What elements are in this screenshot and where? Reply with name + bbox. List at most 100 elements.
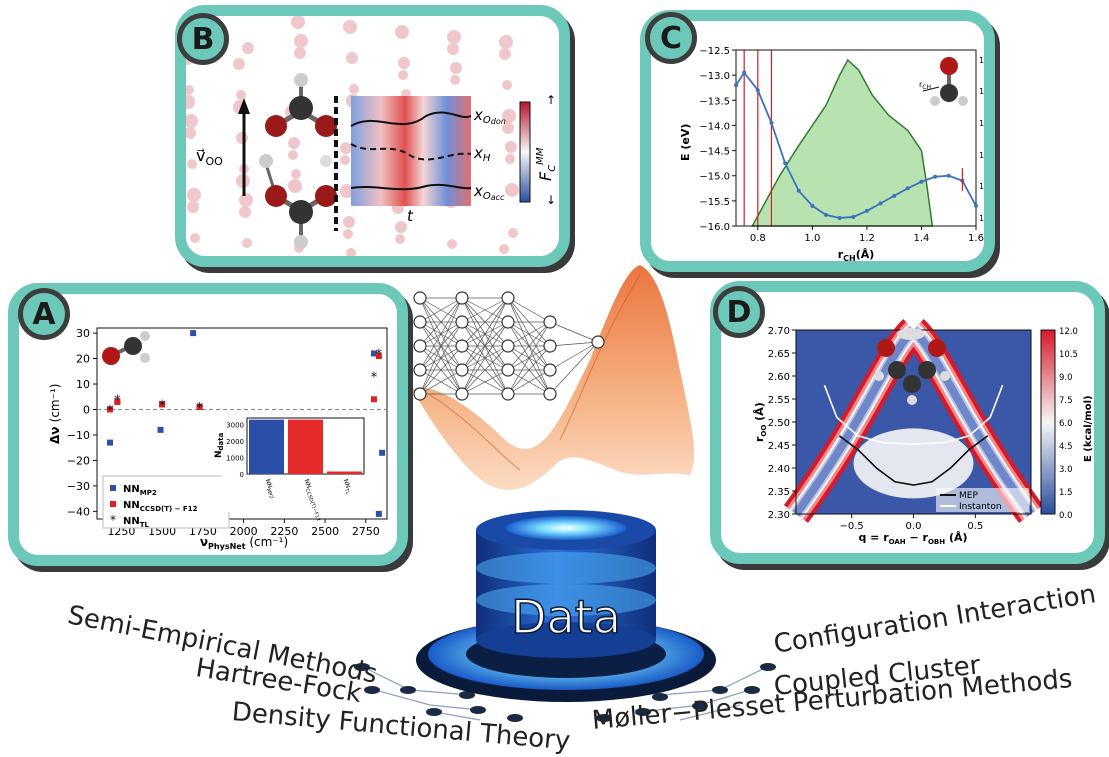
panel-label-d: D xyxy=(713,286,765,338)
nn-node xyxy=(591,335,605,349)
y2-tick-label: 10⁻³ xyxy=(979,182,984,191)
x-tick-label: 1.6 xyxy=(968,233,984,244)
probability-density xyxy=(751,58,934,227)
carbon-atom xyxy=(903,375,921,393)
inset-y-tick: 3000 xyxy=(226,422,244,430)
energy-band xyxy=(792,327,917,517)
water-molecule xyxy=(294,34,308,48)
nn-node xyxy=(413,291,427,305)
water-molecule xyxy=(190,233,200,243)
legend-marker xyxy=(110,501,116,507)
inset-bar xyxy=(327,471,362,474)
y2-tick-label: 10⁰ xyxy=(979,87,984,96)
energy-point xyxy=(742,70,747,75)
water-molecule xyxy=(447,43,459,55)
chip-pad xyxy=(507,714,523,722)
y-tick-label: 2.50 xyxy=(768,418,790,429)
cbar-tick-label: 4.5 xyxy=(1059,442,1073,452)
water-molecule xyxy=(288,137,300,149)
data-point-MP2 xyxy=(370,350,377,357)
force-cbar-label: FCMM xyxy=(535,147,558,181)
energy-point xyxy=(734,83,738,88)
nn-node xyxy=(455,291,469,305)
data-stack-icon xyxy=(416,510,716,702)
legend-box xyxy=(936,488,1029,512)
water-molecule xyxy=(395,234,405,244)
water-molecule xyxy=(236,90,246,100)
cbar-tick-label: 9.0 xyxy=(1059,373,1073,383)
y-tick-label: −13.5 xyxy=(699,96,730,107)
water-molecule xyxy=(349,84,359,94)
nn-node xyxy=(543,339,557,353)
water-molecule xyxy=(242,42,254,54)
chip-pad xyxy=(354,663,370,671)
cbar-tick-label: 12.0 xyxy=(1059,327,1078,337)
y-tick-label: 2.30 xyxy=(768,510,790,521)
nn-node xyxy=(543,387,557,401)
data-point-MP2 xyxy=(379,449,386,456)
panel-b-figure: v⃗OO t xOdon xH xOacc ↑ ↓ FCMM xyxy=(186,16,558,256)
y2-tick-label: 10⁻² xyxy=(979,151,984,160)
svg-text:↓: ↓ xyxy=(546,193,556,207)
panel-label-a: A xyxy=(18,288,70,340)
energy-point xyxy=(933,174,938,179)
nn-node xyxy=(501,387,515,401)
nn-node xyxy=(501,339,515,353)
inset-y-tick: 1000 xyxy=(226,455,244,463)
x-oacc-label: xOacc xyxy=(473,182,505,202)
carbon-atom xyxy=(888,361,906,379)
data-point-MP2 xyxy=(190,330,197,337)
x-tick-label: 0.5 xyxy=(967,521,983,532)
data-point-TL: * xyxy=(371,370,378,385)
energy-point xyxy=(837,215,842,220)
y-tick-label: −30 xyxy=(67,480,90,493)
nn-node xyxy=(543,363,557,377)
neural-network xyxy=(419,297,599,395)
water-molecule xyxy=(242,238,252,248)
cbar-tick-label: 6.0 xyxy=(1059,419,1073,429)
energy-point xyxy=(755,88,760,93)
panel-label-c: C xyxy=(645,12,697,64)
plot-frame xyxy=(96,327,388,520)
legend-marker: * xyxy=(110,513,116,527)
y-tick-label: 2.40 xyxy=(768,464,790,475)
hydrogen-atom xyxy=(940,371,950,381)
water-molecule xyxy=(450,75,460,85)
energy-point xyxy=(905,186,910,191)
plot-frame xyxy=(735,49,977,227)
hydrogen-atom xyxy=(930,96,940,106)
hydrogen-atom xyxy=(897,328,925,340)
cbar-label: E (kcal/mol) xyxy=(1083,395,1094,462)
data-point-CCSD(T) − F12 xyxy=(107,406,114,413)
water-molecule xyxy=(447,30,461,44)
nn-node xyxy=(413,363,427,377)
y2-tick-label: 10¹ xyxy=(979,56,984,65)
nn-node xyxy=(455,315,469,329)
hydrogen-atom xyxy=(907,395,917,405)
water-molecule xyxy=(186,95,195,109)
water-molecule xyxy=(499,35,513,49)
chip-pad xyxy=(744,686,760,694)
nn-node xyxy=(413,315,427,329)
carbon-atom xyxy=(124,337,142,355)
data-point-CCSD(T) − F12 xyxy=(196,403,203,410)
chip-pad xyxy=(635,708,651,716)
water-molecule xyxy=(288,179,302,193)
y-tick-label: −12.5 xyxy=(699,46,730,57)
chip-pad xyxy=(426,708,442,716)
energy-point xyxy=(851,214,856,219)
water-molecule xyxy=(502,109,516,123)
mol-distance-label: rCH xyxy=(919,80,931,91)
formic-acid-dimer xyxy=(259,73,338,249)
inset-bar xyxy=(249,419,284,474)
water-molecule xyxy=(340,142,352,154)
water-molecule xyxy=(294,47,306,59)
chip-pad xyxy=(760,663,776,671)
svg-text:↑: ↑ xyxy=(546,93,556,107)
y-tick-label: 2.45 xyxy=(768,441,790,452)
data-point-TL: * xyxy=(196,401,203,416)
y-tick-label: −14.5 xyxy=(699,147,730,158)
legend-box xyxy=(102,475,230,529)
energy-band xyxy=(910,327,1035,517)
energy-point xyxy=(783,161,788,166)
